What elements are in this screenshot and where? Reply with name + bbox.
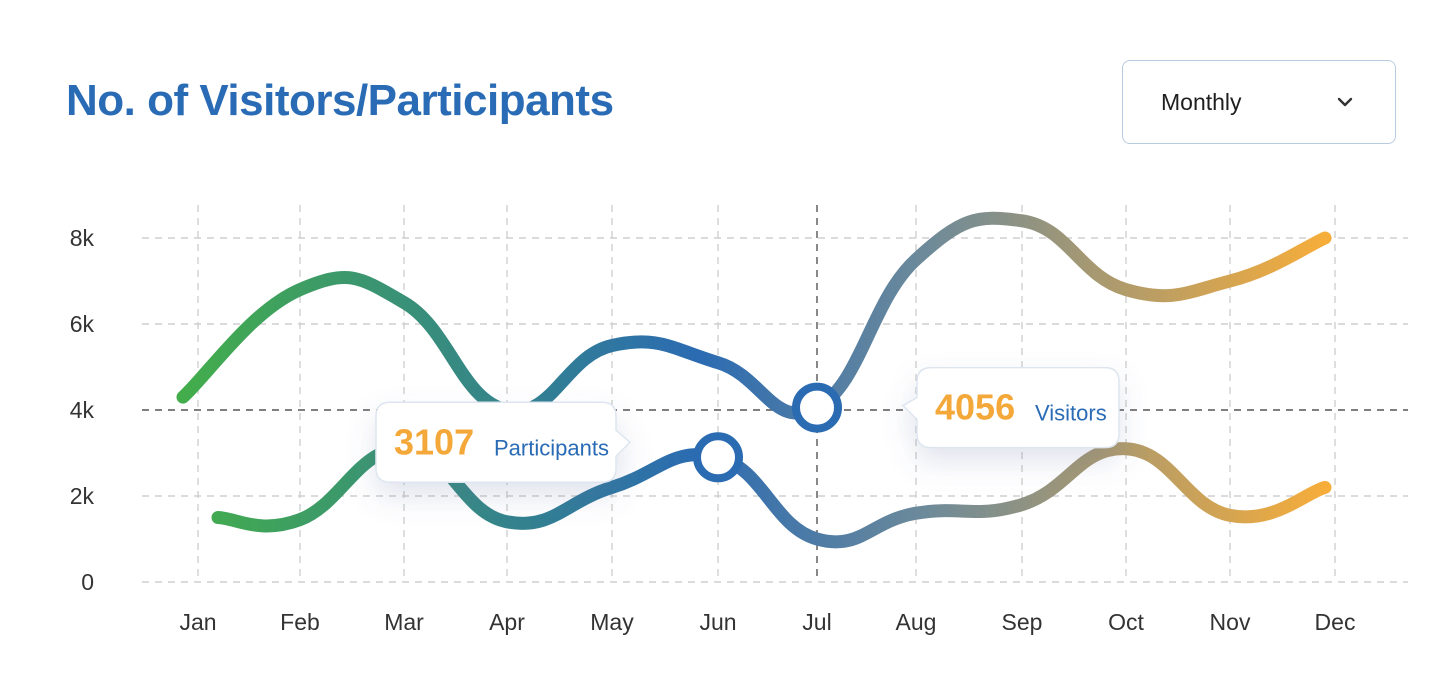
data-point-participants[interactable]: [1012, 495, 1032, 515]
x-tick-label: Sep: [1002, 609, 1043, 635]
x-tick-label: Jun: [699, 609, 736, 635]
data-point-participants[interactable]: [208, 508, 228, 528]
data-point-participants[interactable]: [1315, 477, 1335, 497]
tooltip-box: [375, 401, 632, 484]
y-tick-label: 2k: [70, 483, 95, 509]
data-point-visitors[interactable]: [173, 387, 193, 407]
x-tick-label: Dec: [1315, 609, 1356, 635]
highlight-marker-visitors[interactable]: [792, 382, 842, 433]
data-point-participants[interactable]: [290, 510, 310, 530]
data-point-participants[interactable]: [1116, 439, 1136, 459]
x-tick-label: Jan: [179, 609, 216, 635]
x-tick-label: Oct: [1108, 609, 1144, 635]
x-tick-label: May: [590, 609, 634, 635]
tooltip-label: Participants: [494, 435, 609, 460]
chart-title: No. of Visitors/Participants: [66, 76, 614, 125]
data-point-visitors[interactable]: [1012, 211, 1032, 231]
data-point-participants[interactable]: [497, 512, 517, 532]
data-point-visitors[interactable]: [290, 280, 310, 300]
y-tick-label: 8k: [70, 225, 95, 251]
series-lines: [173, 211, 1335, 549]
tooltip-participants: 3107 Participants: [375, 401, 632, 484]
data-point-visitors[interactable]: [1315, 228, 1335, 248]
tooltip-value: 3107: [394, 421, 474, 462]
x-tick-label: Aug: [896, 609, 937, 635]
data-point-participants[interactable]: [807, 529, 827, 549]
tooltip-label: Visitors: [1035, 401, 1107, 426]
x-tick-label: Mar: [384, 609, 424, 635]
y-tick-label: 4k: [70, 397, 95, 423]
x-tick-label: Jul: [802, 609, 831, 635]
x-tick-label: Feb: [280, 609, 320, 635]
x-tick-label: Nov: [1210, 609, 1251, 635]
data-point-visitors[interactable]: [1220, 271, 1240, 291]
data-point-visitors[interactable]: [906, 250, 926, 270]
y-tick-label: 0: [81, 569, 94, 595]
data-point-visitors[interactable]: [602, 336, 622, 356]
x-tick-label: Apr: [489, 609, 525, 635]
markers: [693, 382, 842, 483]
data-point-visitors[interactable]: [394, 293, 414, 313]
tooltip-visitors: 4056 Visitors: [901, 366, 1120, 449]
y-tick-label: 6k: [70, 311, 95, 337]
period-dropdown[interactable]: Monthly: [1122, 60, 1396, 144]
data-point-visitors[interactable]: [1116, 280, 1136, 300]
chevron-down-icon: [1337, 97, 1353, 107]
data-point-visitors[interactable]: [708, 353, 728, 373]
x-axis: Jan Feb Mar Apr May Jun Jul Aug Sep Oct Nov Dec: [179, 609, 1355, 635]
grid-lines: [142, 205, 1408, 583]
period-dropdown-value: Monthly: [1161, 88, 1242, 115]
y-axis: 0 2k 4k 6k 8k: [70, 225, 95, 595]
tooltip-box: [901, 366, 1120, 449]
data-point-participants[interactable]: [906, 503, 926, 523]
series-line-visitors: [176, 211, 1332, 420]
tooltips: 4056 Visitors 3107 Participants: [375, 366, 1120, 484]
tooltip-value: 4056: [935, 387, 1015, 428]
data-point-participants[interactable]: [1220, 505, 1240, 525]
highlight-marker-participants[interactable]: [693, 432, 743, 483]
